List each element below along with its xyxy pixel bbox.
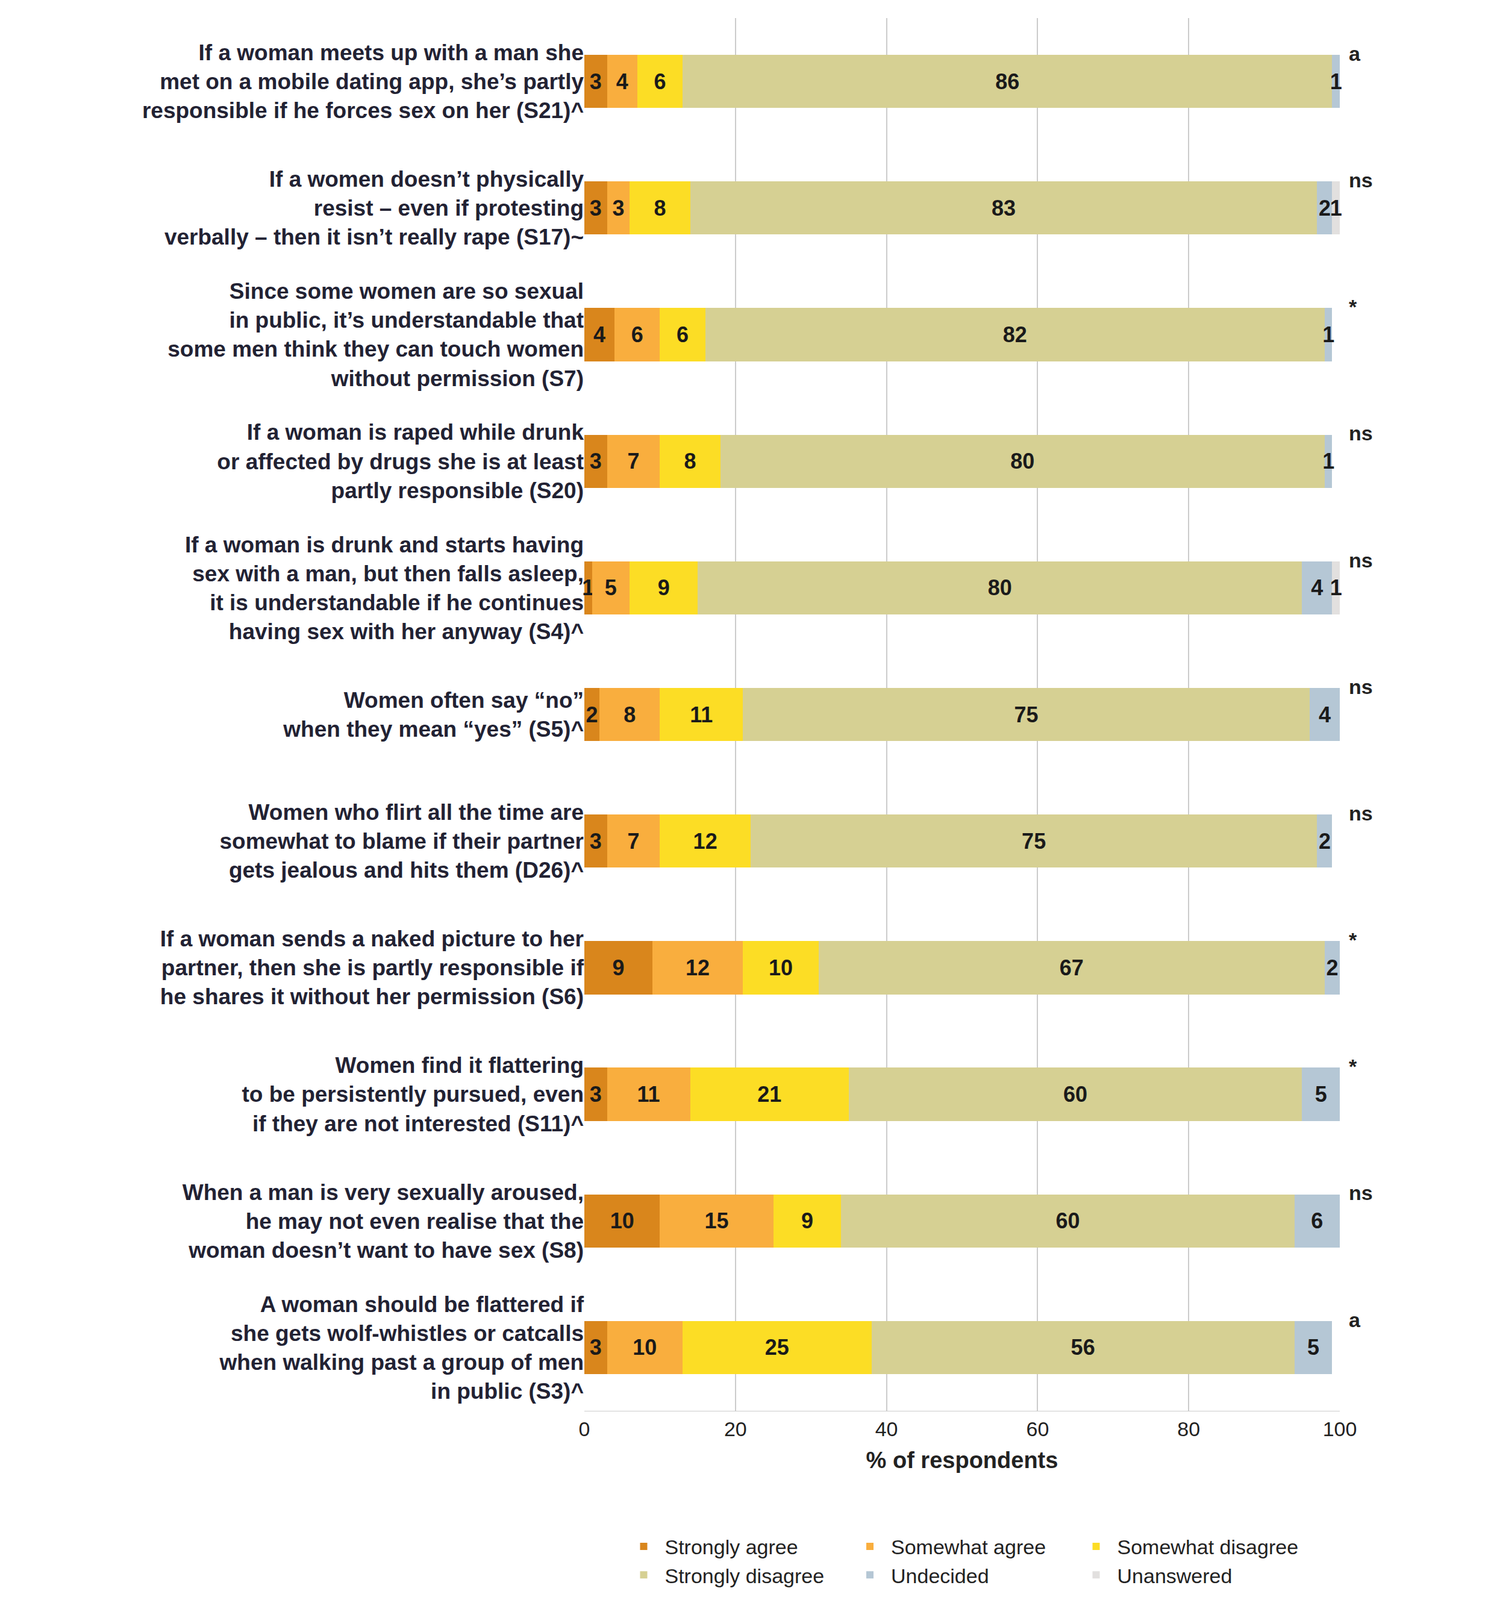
svg-text:If a woman sends a naked pictu: If a woman sends a naked picture to herp… (160, 926, 585, 1010)
svg-text:80: 80 (1177, 1417, 1201, 1441)
svg-text:When a man is very sexually ar: When a man is very sexually aroused,he m… (182, 1180, 584, 1263)
svg-text:75: 75 (1021, 828, 1046, 854)
svg-text:a: a (1348, 1308, 1361, 1332)
svg-text:1: 1 (581, 575, 594, 601)
svg-text:3: 3 (589, 1334, 602, 1360)
svg-text:1: 1 (1330, 575, 1343, 601)
svg-text:20: 20 (724, 1417, 747, 1441)
svg-text:5: 5 (1315, 1081, 1328, 1107)
svg-text:9: 9 (612, 955, 625, 981)
svg-text:2: 2 (1318, 195, 1331, 221)
svg-text:7: 7 (627, 448, 640, 474)
svg-text:ns: ns (1348, 548, 1373, 572)
svg-text:80: 80 (987, 575, 1013, 601)
svg-text:60: 60 (1025, 1417, 1049, 1441)
svg-text:4: 4 (1310, 575, 1323, 601)
svg-text:Somewhat agree: Somewhat agree (890, 1535, 1046, 1559)
svg-text:If a women doesn’t physicallyr: If a women doesn’t physicallyresist – ev… (164, 166, 585, 250)
svg-text:1: 1 (1330, 195, 1343, 221)
svg-text:56: 56 (1071, 1334, 1096, 1360)
svg-text:6: 6 (631, 322, 644, 347)
svg-text:1: 1 (1322, 322, 1335, 347)
svg-text:2: 2 (1318, 828, 1331, 854)
svg-text:80: 80 (1010, 448, 1035, 474)
svg-text:83: 83 (991, 195, 1016, 221)
svg-text:3: 3 (589, 195, 602, 221)
svg-text:25: 25 (765, 1334, 790, 1360)
svg-text:60: 60 (1063, 1081, 1088, 1107)
svg-text:10: 10 (768, 955, 793, 981)
svg-text:2: 2 (1325, 955, 1338, 981)
svg-text:Somewhat disagree: Somewhat disagree (1117, 1535, 1299, 1559)
svg-text:4: 4 (1318, 702, 1331, 728)
svg-text:21: 21 (757, 1081, 782, 1107)
svg-text:6: 6 (653, 69, 666, 94)
svg-text:4: 4 (593, 322, 606, 347)
svg-text:3: 3 (589, 828, 602, 854)
svg-text:2: 2 (586, 702, 599, 728)
svg-text:100: 100 (1322, 1417, 1358, 1441)
svg-text:*: * (1348, 295, 1358, 319)
svg-text:8: 8 (684, 448, 697, 474)
svg-text:Undecided: Undecided (890, 1564, 990, 1588)
svg-text:75: 75 (1014, 702, 1039, 728)
svg-text:10: 10 (610, 1208, 635, 1234)
svg-text:10: 10 (632, 1334, 657, 1360)
svg-text:ns: ns (1348, 1181, 1373, 1205)
svg-text:If a woman is raped while drun: If a woman is raped while drunkor affect… (216, 419, 584, 503)
svg-text:Strongly agree: Strongly agree (665, 1535, 799, 1559)
svg-text:ns: ns (1348, 168, 1373, 192)
svg-text:a: a (1348, 42, 1361, 66)
svg-text:ns: ns (1348, 675, 1373, 699)
svg-text:A woman should be flattered if: A woman should be flattered ifshe gets w… (219, 1292, 585, 1404)
svg-text:8: 8 (623, 702, 636, 728)
svg-text:ns: ns (1348, 801, 1373, 825)
svg-text:1: 1 (1322, 448, 1335, 474)
svg-text:9: 9 (801, 1208, 814, 1234)
svg-text:Women who flirt all the time a: Women who flirt all the time aresomewhat… (219, 800, 584, 883)
svg-text:Strongly disagree: Strongly disagree (665, 1564, 825, 1588)
svg-text:If a woman is drunk and starts: If a woman is drunk and starts havingsex… (184, 532, 584, 644)
svg-text:4: 4 (616, 69, 629, 94)
svg-text:5: 5 (604, 575, 617, 601)
svg-text:*: * (1348, 928, 1358, 952)
svg-text:Women find it flatteringto be: Women find it flatteringto be persistent… (242, 1053, 584, 1136)
svg-text:82: 82 (1003, 322, 1028, 347)
svg-text:6: 6 (676, 322, 689, 347)
svg-text:5: 5 (1307, 1334, 1320, 1360)
svg-text:3: 3 (589, 1081, 602, 1107)
svg-text:60: 60 (1056, 1208, 1081, 1234)
svg-text:3: 3 (612, 195, 625, 221)
svg-text:11: 11 (637, 1081, 661, 1107)
svg-text:If a woman meets up with a man: If a woman meets up with a man shemet on… (142, 40, 584, 123)
svg-text:Since some women are so sexual: Since some women are so sexualin public,… (167, 278, 584, 391)
svg-text:15: 15 (704, 1208, 729, 1234)
svg-text:1: 1 (1330, 69, 1343, 94)
svg-text:Unanswered: Unanswered (1117, 1564, 1233, 1588)
svg-text:8: 8 (653, 195, 666, 221)
svg-text:6: 6 (1310, 1208, 1323, 1234)
svg-text:Women often say “no”when they: Women often say “no”when they mean “yes”… (282, 687, 584, 742)
svg-text:40: 40 (875, 1417, 899, 1441)
svg-text:12: 12 (685, 955, 710, 981)
svg-text:11: 11 (689, 702, 713, 728)
svg-text:% of respondents: % of respondents (866, 1447, 1059, 1473)
svg-text:86: 86 (995, 69, 1020, 94)
svg-text:9: 9 (657, 575, 670, 601)
svg-text:3: 3 (589, 448, 602, 474)
svg-text:*: * (1348, 1054, 1358, 1078)
svg-text:0: 0 (578, 1417, 591, 1441)
svg-text:7: 7 (627, 828, 640, 854)
svg-text:67: 67 (1059, 955, 1084, 981)
svg-text:3: 3 (589, 69, 602, 94)
svg-text:12: 12 (693, 828, 718, 854)
svg-text:ns: ns (1348, 421, 1373, 445)
